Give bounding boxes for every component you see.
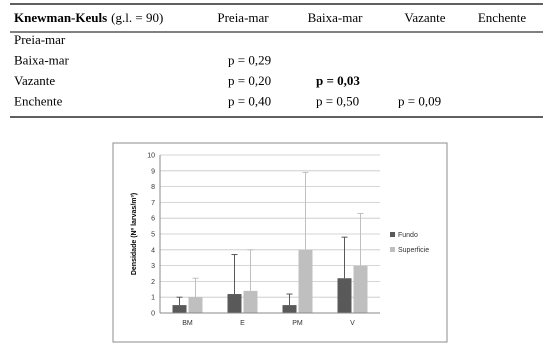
x-tick-label: V bbox=[350, 320, 355, 327]
error-bar bbox=[192, 277, 199, 298]
bar bbox=[172, 305, 187, 313]
bar bbox=[298, 249, 313, 313]
x-tick-label: PM bbox=[292, 320, 303, 327]
y-tick-label: 7 bbox=[151, 200, 155, 207]
y-axis-label: Densidade (Nº larvas/m³) bbox=[131, 193, 138, 275]
row-label: Baixa-mar bbox=[14, 53, 70, 68]
row-label: Preia-mar bbox=[14, 32, 66, 47]
y-tick-label: 0 bbox=[151, 311, 155, 318]
x-tick-label: E bbox=[240, 320, 245, 327]
p-value: p = 0,03 bbox=[316, 73, 360, 88]
y-tick-label: 10 bbox=[147, 153, 155, 160]
bar bbox=[188, 297, 203, 313]
y-tick-label: 6 bbox=[151, 216, 155, 223]
y-tick-label: 2 bbox=[151, 279, 155, 286]
error-bar bbox=[302, 171, 309, 250]
column-header: Baixa-mar bbox=[308, 10, 364, 25]
error-bar bbox=[176, 296, 183, 306]
table-header-corner: Knewman-Keuls (g.l. = 90) bbox=[14, 10, 163, 25]
error-bar bbox=[231, 254, 238, 295]
p-value: p = 0,50 bbox=[316, 94, 359, 109]
legend-label: Fundo bbox=[398, 232, 418, 239]
error-bar bbox=[341, 236, 348, 279]
chart-frame bbox=[112, 142, 448, 343]
p-value: p = 0,29 bbox=[228, 53, 271, 68]
legend-swatch bbox=[390, 232, 395, 237]
column-header: Vazante bbox=[404, 10, 445, 25]
legend-swatch bbox=[390, 247, 395, 252]
column-header: Enchente bbox=[478, 10, 527, 25]
legend-label: Superficie bbox=[398, 247, 429, 254]
corner-note: (g.l. = 90) bbox=[111, 10, 163, 25]
x-tick-label: BM bbox=[182, 320, 193, 327]
y-tick-label: 3 bbox=[151, 263, 155, 270]
y-tick-label: 4 bbox=[151, 247, 155, 254]
bar bbox=[282, 305, 297, 313]
row-label: Vazante bbox=[14, 73, 55, 88]
y-tick-label: 1 bbox=[151, 295, 155, 302]
bar bbox=[337, 278, 352, 313]
bar bbox=[227, 294, 242, 313]
bar bbox=[353, 265, 368, 313]
p-value: p = 0,09 bbox=[398, 94, 441, 109]
error-bar bbox=[357, 212, 364, 266]
corner-bold: Knewman-Keuls bbox=[14, 10, 107, 25]
y-tick-label: 9 bbox=[151, 168, 155, 175]
y-tick-label: 8 bbox=[151, 184, 155, 191]
column-header: Preia-mar bbox=[217, 10, 269, 25]
y-tick-label: 5 bbox=[151, 232, 155, 239]
error-bar bbox=[247, 249, 254, 291]
row-label: Enchente bbox=[14, 94, 63, 109]
error-bar bbox=[286, 293, 293, 306]
p-value: p = 0,20 bbox=[228, 73, 271, 88]
p-value: p = 0,40 bbox=[228, 94, 271, 109]
bar bbox=[243, 290, 258, 313]
